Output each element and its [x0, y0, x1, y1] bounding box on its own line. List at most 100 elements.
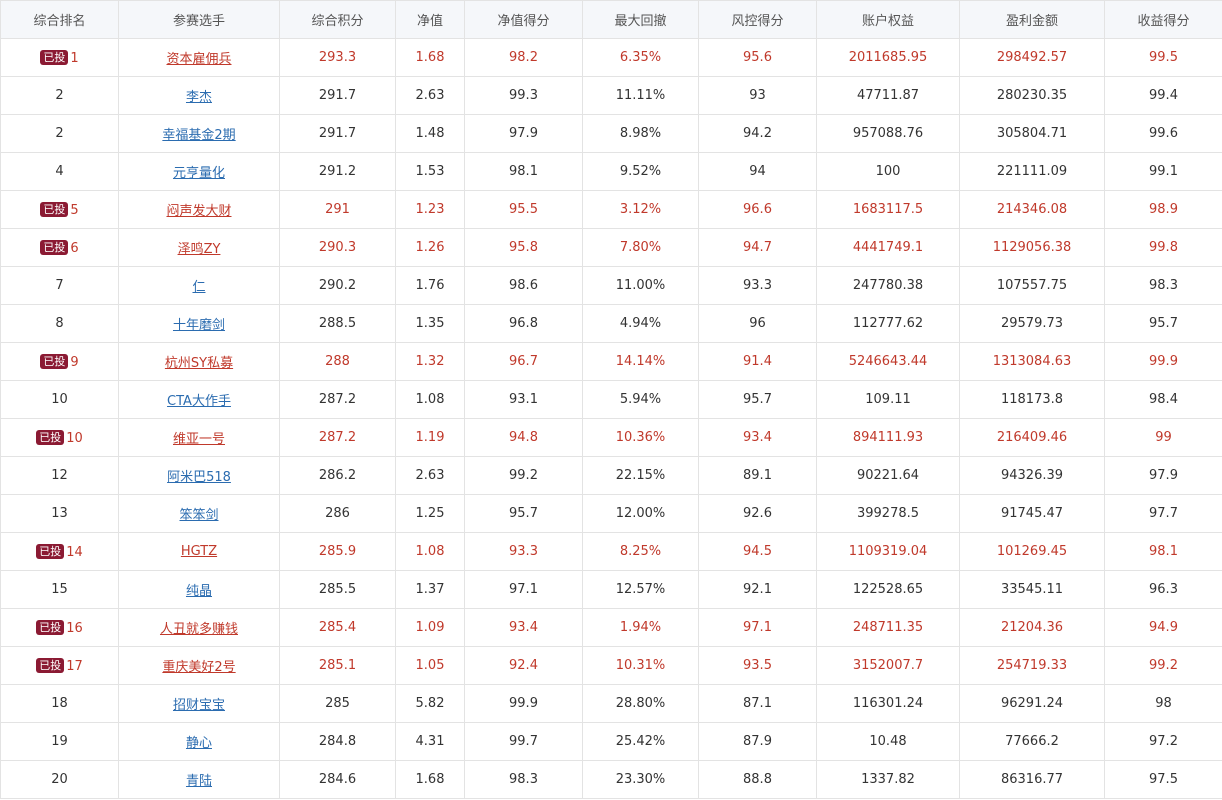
nav-score-cell: 99.3 [464, 76, 583, 115]
total-score-cell: 291.7 [279, 76, 396, 115]
header-total-score[interactable]: 综合积分 [279, 0, 396, 39]
total-score-cell: 290.2 [279, 266, 396, 305]
nav-score-cell: 99.2 [464, 456, 583, 495]
rank-cell: 已投 6 [0, 228, 119, 267]
rank-cell: 已投 14 [0, 532, 119, 571]
rank-cell: 4 [0, 152, 119, 191]
player-link[interactable]: 仁 [192, 280, 206, 295]
nav-cell: 1.09 [395, 608, 465, 647]
nav-cell: 5.82 [395, 684, 465, 723]
header-player[interactable]: 参赛选手 [118, 0, 280, 39]
player-link[interactable]: 杭州SY私募 [164, 356, 234, 371]
table-row: 已投 5 闷声发大财 291 1.23 95.5 3.12% 96.6 1683117.5 214… [0, 190, 1222, 229]
rank-cell: 2 [0, 114, 119, 153]
header-risk-score[interactable]: 风控得分 [698, 0, 817, 39]
total-score-cell: 288.5 [279, 304, 396, 343]
account-equity-cell: 248711.35 [816, 608, 960, 647]
risk-score-cell: 93 [698, 76, 817, 115]
invested-badge: 已投 [36, 429, 65, 445]
player-link[interactable]: HGTZ [180, 544, 218, 559]
player-cell: 静心 [118, 722, 280, 761]
account-equity-cell: 47711.87 [816, 76, 960, 115]
player-link[interactable]: CTA大作手 [167, 394, 231, 409]
player-cell: 泽鸣ZY [118, 228, 280, 267]
account-equity-cell: 122528.65 [816, 570, 960, 609]
header-profit[interactable]: 盈利金额 [959, 0, 1105, 39]
return-score-cell: 98 [1104, 684, 1222, 723]
header-nav-score[interactable]: 净值得分 [464, 0, 583, 39]
player-link[interactable]: 维亚一号 [172, 432, 225, 447]
rank-value: 9 [70, 354, 79, 370]
total-score-cell: 291 [279, 190, 396, 229]
table-row: 19 静心 284.8 4.31 99.7 25.42% 87.9 10.48 77666.2 9… [0, 722, 1222, 761]
nav-cell: 1.19 [395, 418, 465, 457]
player-cell: 仁 [118, 266, 280, 305]
rank-value: 5 [70, 202, 79, 218]
total-score-cell: 291.7 [279, 114, 396, 153]
nav-cell: 1.25 [395, 494, 465, 533]
profit-cell: 94326.39 [959, 456, 1105, 495]
nav-score-cell: 92.4 [464, 646, 583, 685]
return-score-cell: 99.1 [1104, 152, 1222, 191]
player-link[interactable]: 招财宝宝 [172, 698, 225, 713]
header-max-drawdown[interactable]: 最大回撤 [582, 0, 699, 39]
nav-cell: 1.08 [395, 380, 465, 419]
player-link[interactable]: 泽鸣ZY [177, 242, 221, 257]
player-link[interactable]: 资本雇佣兵 [166, 52, 232, 67]
nav-cell: 1.48 [395, 114, 465, 153]
player-link[interactable]: 重庆美好2号 [162, 660, 236, 675]
total-score-cell: 285.9 [279, 532, 396, 571]
header-rank[interactable]: 综合排名 [0, 0, 119, 39]
player-link[interactable]: 十年磨剑 [172, 318, 225, 333]
max-drawdown-cell: 4.94% [582, 304, 699, 343]
player-cell: 招财宝宝 [118, 684, 280, 723]
player-cell: 十年磨剑 [118, 304, 280, 343]
nav-score-cell: 97.1 [464, 570, 583, 609]
player-link[interactable]: 纯晶 [185, 584, 212, 599]
rank-value: 15 [51, 582, 68, 597]
profit-cell: 305804.71 [959, 114, 1105, 153]
player-link[interactable]: 青陆 [185, 774, 212, 789]
profit-cell: 1129056.38 [959, 228, 1105, 267]
nav-cell: 2.63 [395, 76, 465, 115]
player-link[interactable]: 闷声发大财 [166, 204, 232, 219]
player-link[interactable]: 静心 [185, 736, 212, 751]
invested-badge: 已投 [40, 201, 69, 217]
table-row: 已投 16 人丑就多赚钱 285.4 1.09 93.4 1.94% 97.1 248711.3… [0, 608, 1222, 647]
table-row: 已投 17 重庆美好2号 285.1 1.05 92.4 10.31% 93.5 3152007… [0, 646, 1222, 685]
player-link[interactable]: 元亨量化 [172, 166, 225, 181]
account-equity-cell: 109.11 [816, 380, 960, 419]
header-return-score[interactable]: 收益得分 [1104, 0, 1222, 39]
max-drawdown-cell: 14.14% [582, 342, 699, 381]
rank-cell: 10 [0, 380, 119, 419]
rank-cell: 已投 9 [0, 342, 119, 381]
profit-cell: 77666.2 [959, 722, 1105, 761]
account-equity-cell: 399278.5 [816, 494, 960, 533]
account-equity-cell: 116301.24 [816, 684, 960, 723]
player-link[interactable]: 阿米巴518 [167, 470, 231, 485]
profit-cell: 21204.36 [959, 608, 1105, 647]
total-score-cell: 285.1 [279, 646, 396, 685]
player-link[interactable]: 幸福基金2期 [162, 128, 236, 143]
player-cell: 人丑就多赚钱 [118, 608, 280, 647]
player-link[interactable]: 笨笨剑 [179, 508, 219, 523]
player-link[interactable]: 李杰 [185, 90, 212, 105]
return-score-cell: 98.9 [1104, 190, 1222, 229]
account-equity-cell: 100 [816, 152, 960, 191]
player-link[interactable]: 人丑就多赚钱 [159, 622, 238, 637]
rank-cell: 19 [0, 722, 119, 761]
table-row: 18 招财宝宝 285 5.82 99.9 28.80% 87.1 116301.24 9629… [0, 684, 1222, 723]
header-account-equity[interactable]: 账户权益 [816, 0, 960, 39]
risk-score-cell: 87.9 [698, 722, 817, 761]
total-score-cell: 286.2 [279, 456, 396, 495]
total-score-cell: 284.6 [279, 760, 396, 799]
header-nav[interactable]: 净值 [395, 0, 465, 39]
risk-score-cell: 87.1 [698, 684, 817, 723]
rank-cell: 7 [0, 266, 119, 305]
profit-cell: 118173.8 [959, 380, 1105, 419]
total-score-cell: 287.2 [279, 380, 396, 419]
rank-value: 7 [55, 278, 64, 293]
nav-score-cell: 95.8 [464, 228, 583, 267]
player-cell: 纯晶 [118, 570, 280, 609]
nav-cell: 1.23 [395, 190, 465, 229]
